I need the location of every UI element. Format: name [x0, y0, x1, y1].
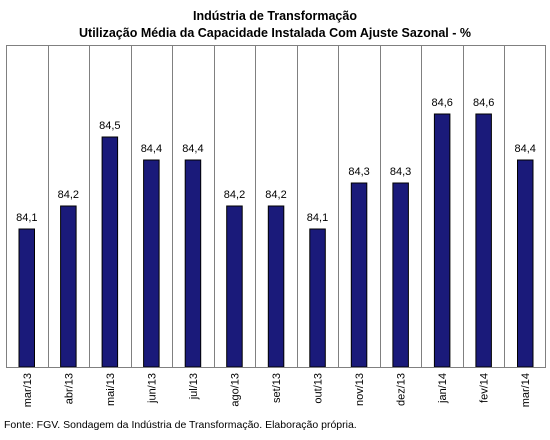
bar-ago-13 — [226, 205, 243, 368]
data-label: 84,6 — [431, 97, 452, 109]
bar-mar-13 — [18, 228, 35, 368]
data-label: 84,5 — [99, 120, 120, 132]
x-tick-label: fev/14 — [479, 373, 491, 403]
bar-fev-14 — [475, 113, 492, 368]
x-tick-label: mai/13 — [105, 373, 117, 406]
data-label: 84,6 — [473, 97, 494, 109]
x-tick-label: set/13 — [271, 373, 283, 403]
bar-jul-13 — [184, 159, 202, 368]
data-label: 84,2 — [58, 189, 79, 201]
source-note: Fonte: FGV. Sondagem da Indústria de Tra… — [4, 419, 357, 431]
bar-mar-14 — [517, 159, 534, 368]
x-tick-label: ago/13 — [230, 373, 242, 407]
bar-out-13 — [309, 228, 326, 368]
x-tick-label: abr/13 — [63, 373, 75, 404]
x-tick-label: dez/13 — [396, 373, 408, 406]
data-label: 84,2 — [265, 189, 286, 201]
data-label: 84,1 — [307, 212, 328, 224]
plot-frame — [6, 45, 546, 368]
x-tick-label: out/13 — [313, 373, 325, 404]
bar-abr-13 — [60, 205, 77, 368]
data-label: 84,3 — [390, 166, 411, 178]
x-tick-label: jul/13 — [188, 373, 200, 400]
data-label: 84,2 — [224, 189, 245, 201]
bar-dez-13 — [392, 182, 409, 368]
x-tick-label: nov/13 — [354, 373, 366, 406]
x-tick-label: jun/13 — [146, 373, 158, 404]
data-label: 84,4 — [514, 143, 535, 155]
bar-nov-13 — [350, 182, 368, 368]
chart-subtitle: Utilização Média da Capacidade Instalada… — [79, 26, 471, 40]
x-tick-label: jan/14 — [437, 373, 449, 404]
bar-jan-14 — [433, 113, 451, 368]
bars — [18, 113, 534, 368]
bar-mai-13 — [101, 136, 119, 368]
data-label: 84,4 — [182, 143, 203, 155]
data-label: 84,4 — [141, 143, 162, 155]
x-tick-label: mar/14 — [520, 373, 532, 407]
data-labels: 84,1 84,2 84,5 84,4 84,4 84,2 84,2 84,1 84,3 84,3… — [16, 97, 536, 224]
x-tick-labels: mar/13 abr/13 mai/13 jun/13 jul/13 ago/13 set/… — [22, 373, 532, 407]
bar-set-13 — [267, 205, 285, 368]
gridlines — [48, 45, 505, 367]
chart-title: Indústria de Transformação — [193, 9, 357, 23]
bar-jun-13 — [143, 159, 160, 368]
data-label: 84,1 — [16, 212, 37, 224]
x-tick-label: mar/13 — [22, 373, 34, 407]
data-label: 84,3 — [348, 166, 369, 178]
